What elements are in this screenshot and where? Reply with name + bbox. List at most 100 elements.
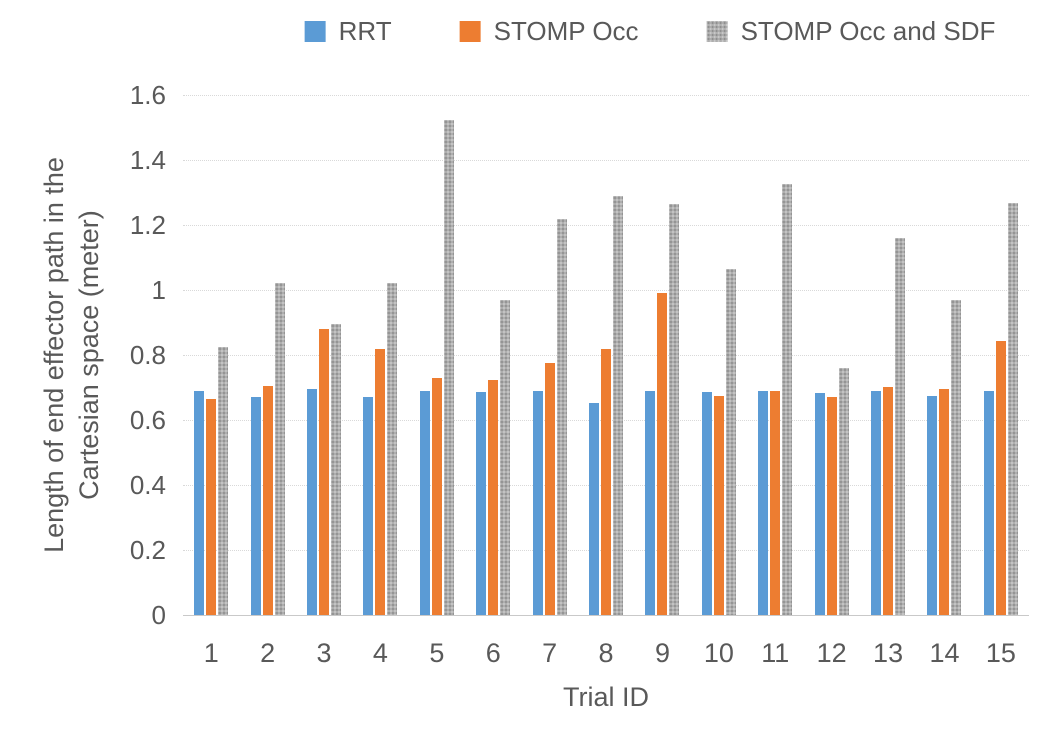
y-tick-label-1: 1: [151, 275, 166, 305]
x-tick-label-10: 10: [703, 638, 734, 668]
gridline-1.2: [183, 225, 1029, 226]
bar-stomp-occ-and-sdf-trial-15: [1007, 203, 1018, 615]
bar-group-trial-10: [691, 95, 747, 615]
chart-legend: RRT STOMP Occ STOMP Occ and SDF: [304, 16, 996, 46]
y-tick-label-0.2: 0.2: [129, 535, 166, 565]
bar-stomp-occ-trial-10: [713, 396, 724, 615]
bar-stomp-occ-and-sdf-trial-4: [387, 283, 398, 615]
x-tick-label-7: 7: [542, 638, 558, 668]
bar-stomp-occ-trial-15: [995, 341, 1006, 615]
bar-rrt-trial-11: [758, 391, 769, 615]
bar-rrt-trial-12: [814, 393, 825, 615]
bar-stomp-occ-and-sdf-trial-2: [274, 283, 285, 615]
bar-rrt-trial-8: [589, 403, 600, 615]
bar-rrt-trial-5: [419, 391, 430, 615]
bar-stomp-occ-and-sdf-trial-1: [218, 347, 229, 615]
legend-item-stomp-occ-and-sdf: STOMP Occ and SDF: [706, 16, 996, 46]
bar-stomp-occ-trial-14: [939, 389, 950, 615]
bar-group-trial-15: [973, 95, 1029, 615]
bar-rrt-trial-9: [645, 391, 656, 615]
bar-stomp-occ-trial-3: [319, 329, 330, 615]
bar-group-trial-2: [239, 95, 295, 615]
x-tick-label-9: 9: [654, 638, 670, 668]
x-tick-label-3: 3: [316, 638, 332, 668]
x-tick-label-4: 4: [372, 638, 388, 668]
bar-rrt-trial-1: [194, 391, 205, 615]
bar-stomp-occ-trial-11: [770, 391, 781, 615]
bar-rrt-trial-7: [532, 391, 543, 615]
bar-stomp-occ-and-sdf-trial-12: [838, 368, 849, 615]
y-tick-label-1.4: 1.4: [129, 145, 166, 175]
legend-label-rrt: RRT: [338, 16, 392, 46]
bar-stomp-occ-and-sdf-trial-10: [725, 269, 736, 615]
y-tick-label-0.4: 0.4: [129, 470, 166, 500]
legend-item-stomp-occ: STOMP Occ: [459, 16, 639, 46]
bar-stomp-occ-and-sdf-trial-7: [556, 219, 567, 615]
legend-swatch-stomp-occ-and-sdf: [706, 20, 728, 42]
bar-stomp-occ-trial-6: [488, 380, 499, 615]
bar-stomp-occ-trial-8: [601, 349, 612, 615]
x-tick-label-15: 15: [985, 638, 1016, 668]
x-tick-label-12: 12: [816, 638, 847, 668]
bar-stomp-occ-trial-4: [375, 349, 386, 615]
x-axis-title: Trial ID: [563, 682, 649, 712]
bar-stomp-occ-trial-5: [431, 378, 442, 615]
bar-stomp-occ-trial-2: [262, 386, 273, 615]
bar-stomp-occ-and-sdf-trial-3: [331, 324, 342, 615]
y-tick-label-0: 0: [151, 600, 166, 630]
legend-swatch-rrt: [304, 20, 326, 42]
bar-stomp-occ-and-sdf-trial-13: [895, 238, 906, 615]
legend-label-stomp-occ-and-sdf: STOMP Occ and SDF: [740, 16, 996, 46]
bar-stomp-occ-and-sdf-trial-6: [500, 300, 511, 615]
legend-swatch-stomp-occ: [459, 20, 481, 42]
bar-group-trial-8: [578, 95, 634, 615]
bar-stomp-occ-trial-1: [206, 399, 217, 615]
x-tick-label-2: 2: [260, 638, 276, 668]
x-tick-label-8: 8: [598, 638, 614, 668]
bar-rrt-trial-10: [701, 392, 712, 615]
legend-item-rrt: RRT: [304, 16, 392, 46]
bar-rrt-trial-4: [363, 397, 374, 615]
bar-rrt-trial-6: [476, 392, 487, 615]
bar-group-trial-5: [409, 95, 465, 615]
bar-rrt-trial-14: [927, 396, 938, 615]
x-tick-labels: 1 2 3 4 5 6 7 8 9 10 11 12 13 14 15: [183, 640, 1029, 667]
y-tick-label-0.6: 0.6: [129, 405, 166, 435]
gridline-1.6: [183, 95, 1029, 96]
bar-group-trial-9: [634, 95, 690, 615]
bar-group-trial-6: [465, 95, 521, 615]
bar-group-trial-11: [747, 95, 803, 615]
bar-rrt-trial-13: [871, 391, 882, 615]
bar-stomp-occ-trial-12: [826, 397, 837, 615]
bar-group-trial-3: [296, 95, 352, 615]
y-tick-label-1.2: 1.2: [129, 210, 166, 240]
gridline-0: [183, 615, 1029, 616]
bar-group-trial-13: [860, 95, 916, 615]
bar-rrt-trial-2: [250, 397, 261, 615]
x-tick-label-13: 13: [873, 638, 904, 668]
y-tick-label-0.8: 0.8: [129, 340, 166, 370]
bar-group-trial-1: [183, 95, 239, 615]
bar-stomp-occ-trial-9: [657, 293, 668, 615]
gridline-1: [183, 290, 1029, 291]
y-tick-label-1.6: 1.6: [129, 80, 166, 110]
bar-group-trial-4: [352, 95, 408, 615]
x-tick-label-5: 5: [429, 638, 445, 668]
plot-area: 0 0.2 0.4 0.6 0.8 1 1.2 1.4 1.6 1 2 3 4 5 6 7 8 9 10 11 12 1…: [130, 80, 1029, 667]
x-tick-label-1: 1: [203, 638, 219, 668]
bar-group-trial-14: [916, 95, 972, 615]
x-tick-label-11: 11: [761, 638, 790, 668]
bar-rrt-trial-15: [983, 391, 994, 615]
x-tick-label-6: 6: [485, 638, 501, 668]
bar-group-trial-12: [803, 95, 859, 615]
bar-stomp-occ-and-sdf-trial-5: [443, 120, 454, 615]
bar-rrt-trial-3: [307, 389, 318, 615]
bar-stomp-occ-and-sdf-trial-8: [613, 196, 624, 615]
bar-group-trial-7: [521, 95, 577, 615]
bar-stomp-occ-and-sdf-trial-11: [782, 184, 793, 615]
bar-stomp-occ-and-sdf-trial-9: [669, 204, 680, 615]
legend-label-stomp-occ: STOMP Occ: [493, 16, 639, 46]
bar-groups: [183, 95, 1029, 615]
bar-stomp-occ-and-sdf-trial-14: [951, 300, 962, 615]
